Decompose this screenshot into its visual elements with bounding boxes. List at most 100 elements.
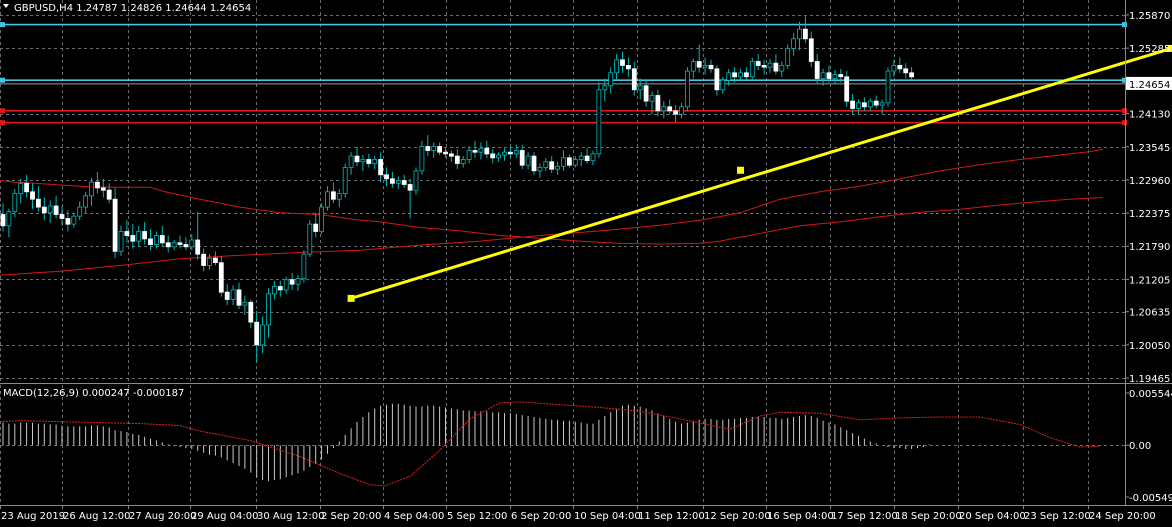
candle (549, 156, 555, 174)
candle (655, 89, 661, 117)
candle-body (413, 170, 419, 191)
candle-body (183, 244, 189, 248)
candle (667, 99, 673, 115)
candle-body (856, 102, 861, 109)
line-anchor-handle[interactable] (1122, 22, 1127, 28)
line-anchor-handle[interactable] (1122, 77, 1127, 83)
candle (631, 61, 637, 96)
trendline-handle[interactable] (737, 166, 744, 174)
candle-body (761, 65, 767, 68)
candle (389, 172, 395, 188)
price-tick-label: 1.19465 (1129, 374, 1170, 385)
candle-body (336, 193, 342, 200)
horizontal-lines[interactable] (0, 22, 1127, 126)
candle-body (207, 257, 212, 266)
candle (749, 57, 755, 81)
candle (59, 206, 65, 226)
candle (336, 189, 342, 208)
candle (236, 282, 242, 310)
candle-body (419, 146, 425, 172)
candle-body (850, 100, 855, 109)
candle-body (201, 253, 207, 266)
time-tick-label: 23 Sep 12:00 (1024, 511, 1091, 522)
candle (189, 234, 195, 251)
candle-body (366, 159, 372, 164)
candle (844, 71, 850, 107)
candle-body (803, 28, 808, 40)
candle-body (797, 28, 802, 40)
candle-body (12, 193, 18, 213)
candle-body (313, 223, 319, 232)
candle-body (584, 155, 590, 162)
candle (791, 33, 796, 56)
candle-body (77, 206, 83, 217)
candle-body (525, 155, 531, 166)
candle (596, 82, 602, 158)
candle (142, 221, 148, 245)
candle (614, 54, 619, 81)
candle-body (490, 153, 496, 159)
line-anchor-handle[interactable] (0, 108, 5, 114)
candle-body (749, 61, 755, 78)
candle-body (507, 151, 513, 155)
candle (525, 152, 531, 170)
candle (24, 174, 30, 198)
candle-body (295, 278, 301, 285)
candle-body (83, 195, 88, 208)
candle-body (36, 198, 41, 208)
price-tick-label: 1.23545 (1129, 143, 1170, 154)
time-tick-label: 26 Aug 12:00 (63, 511, 130, 522)
line-anchor-handle[interactable] (0, 77, 5, 83)
candle-body (755, 61, 761, 66)
trendline[interactable] (347, 44, 1172, 302)
candle (608, 67, 614, 94)
candle (578, 152, 584, 167)
candle-body (136, 231, 142, 242)
price-tick-label: 1.25870 (1129, 11, 1170, 22)
candle (106, 183, 112, 204)
candle-body (832, 74, 838, 79)
candle (207, 254, 212, 270)
candle-body (384, 174, 389, 180)
candle-body (230, 289, 236, 300)
time-tick-label: 18 Sep 20:00 (895, 511, 962, 522)
candle (484, 140, 490, 158)
candle-body (814, 61, 820, 79)
line-anchor-handle[interactable] (1122, 120, 1127, 126)
candle (555, 161, 560, 175)
candle (696, 44, 702, 73)
price-tick-label: 1.22375 (1129, 209, 1170, 220)
candle-body (785, 48, 791, 66)
candle (0, 203, 6, 232)
candle-body (0, 214, 6, 227)
trendline-handle[interactable] (1167, 44, 1172, 52)
candle-body (808, 38, 814, 62)
macd-tick-label: -0.005493 (1129, 493, 1172, 504)
current-price-label: 1.24654 (1129, 80, 1170, 91)
trendline-handle[interactable] (347, 294, 355, 302)
candle-body (649, 95, 655, 102)
candle (785, 44, 791, 69)
candle-body (360, 159, 366, 163)
candle (685, 67, 690, 111)
candle-body (519, 150, 525, 166)
candle-body (189, 239, 195, 248)
candle (372, 156, 378, 170)
trendline-line[interactable] (350, 47, 1172, 300)
candle-body (885, 70, 891, 104)
candle-body (65, 218, 71, 225)
dropdown-triangle-icon[interactable] (3, 4, 9, 8)
candle (738, 68, 743, 82)
line-anchor-handle[interactable] (1122, 108, 1127, 114)
candle-body (844, 76, 850, 102)
candle (673, 105, 678, 123)
candle (567, 155, 572, 168)
candle (726, 68, 732, 86)
candle-body (437, 146, 443, 153)
line-anchor-handle[interactable] (0, 22, 5, 28)
candle-body (909, 72, 914, 78)
line-anchor-handle[interactable] (0, 120, 5, 126)
price-tick-label: 1.20635 (1129, 308, 1170, 319)
